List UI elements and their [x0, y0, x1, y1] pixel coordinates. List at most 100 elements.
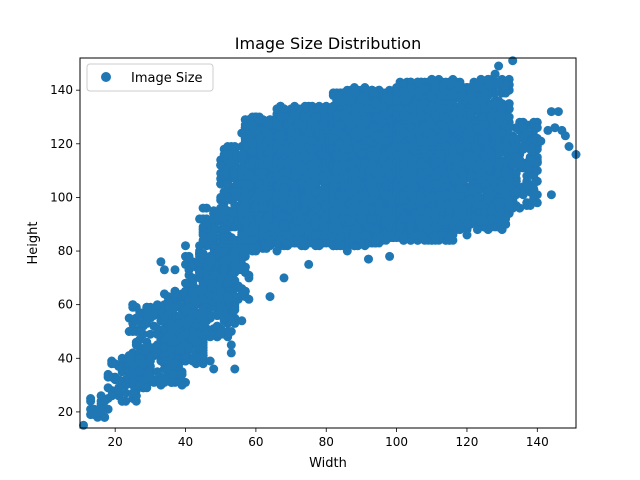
data-point	[219, 168, 229, 178]
data-point	[230, 259, 240, 269]
data-point	[195, 249, 205, 259]
data-point	[107, 391, 117, 401]
data-point	[198, 294, 208, 304]
data-point	[174, 318, 183, 328]
data-point	[198, 321, 208, 331]
data-point	[307, 168, 317, 178]
data-point	[240, 115, 250, 125]
data-point	[103, 383, 113, 393]
data-point	[188, 329, 198, 339]
data-point	[258, 230, 268, 240]
data-point	[283, 230, 292, 240]
data-point	[170, 289, 180, 299]
data-point	[152, 324, 162, 334]
data-point	[300, 112, 310, 122]
data-point	[261, 117, 271, 127]
data-point	[145, 356, 155, 366]
data-point	[209, 225, 219, 235]
data-point	[240, 217, 250, 227]
data-point	[258, 203, 268, 213]
data-point	[230, 201, 240, 210]
data-point	[247, 147, 257, 157]
data-point	[107, 359, 117, 369]
data-point	[184, 343, 194, 353]
data-point	[181, 353, 190, 363]
data-point	[135, 367, 145, 377]
data-point	[145, 329, 155, 339]
data-point	[307, 198, 317, 208]
data-point	[152, 367, 162, 377]
data-point	[237, 289, 247, 299]
data-point	[230, 142, 240, 151]
data-point	[286, 115, 296, 125]
data-point	[226, 158, 236, 168]
data-point	[142, 316, 152, 326]
data-point	[216, 273, 226, 283]
data-point	[163, 356, 173, 366]
data-point	[230, 251, 240, 261]
data-point	[279, 104, 289, 114]
data-point	[307, 179, 317, 189]
data-point	[226, 270, 236, 280]
data-point	[202, 219, 212, 229]
chart-title: Image Size Distribution	[235, 34, 421, 53]
data-point	[230, 235, 240, 245]
data-point	[212, 249, 222, 259]
data-point	[223, 292, 233, 302]
data-point	[163, 297, 173, 307]
data-point	[283, 158, 292, 168]
data-point	[156, 377, 166, 387]
data-point	[205, 233, 215, 243]
data-point	[135, 353, 145, 363]
data-point	[184, 251, 194, 261]
data-point	[188, 356, 198, 366]
data-point	[276, 211, 285, 221]
data-point	[223, 192, 233, 202]
data-point	[163, 332, 173, 342]
data-point	[212, 214, 222, 224]
data-point	[237, 230, 247, 240]
data-point	[283, 168, 292, 178]
data-point	[117, 367, 127, 377]
data-point	[219, 257, 229, 267]
data-point	[86, 396, 96, 406]
data-point	[276, 112, 285, 122]
data-point	[121, 388, 131, 398]
data-point	[170, 369, 180, 379]
data-point	[149, 308, 159, 318]
data-point	[114, 375, 124, 385]
data-point	[272, 190, 282, 200]
data-point	[167, 377, 176, 387]
data-point	[198, 284, 208, 294]
data-point	[237, 251, 247, 261]
data-point	[142, 369, 152, 379]
data-point	[219, 233, 229, 243]
data-point	[244, 273, 254, 283]
data-point	[293, 209, 303, 218]
data-point	[198, 351, 208, 361]
data-point	[212, 310, 222, 320]
data-point	[195, 268, 205, 277]
data-point	[219, 265, 229, 275]
data-point	[135, 310, 145, 320]
data-point	[188, 273, 198, 283]
data-point	[318, 104, 328, 114]
data-point	[128, 377, 138, 387]
data-point	[307, 160, 317, 170]
data-point	[159, 316, 169, 326]
data-point	[174, 300, 183, 310]
data-point	[170, 359, 180, 369]
data-point	[181, 305, 190, 315]
data-point	[142, 308, 152, 318]
data-point	[205, 310, 215, 320]
data-point	[230, 168, 240, 178]
data-point	[318, 120, 328, 130]
data-point	[276, 147, 285, 157]
data-point	[272, 238, 282, 248]
data-point	[240, 192, 250, 202]
data-point	[237, 150, 247, 159]
data-point	[307, 238, 317, 248]
data-point	[307, 144, 317, 154]
data-point	[202, 273, 212, 283]
